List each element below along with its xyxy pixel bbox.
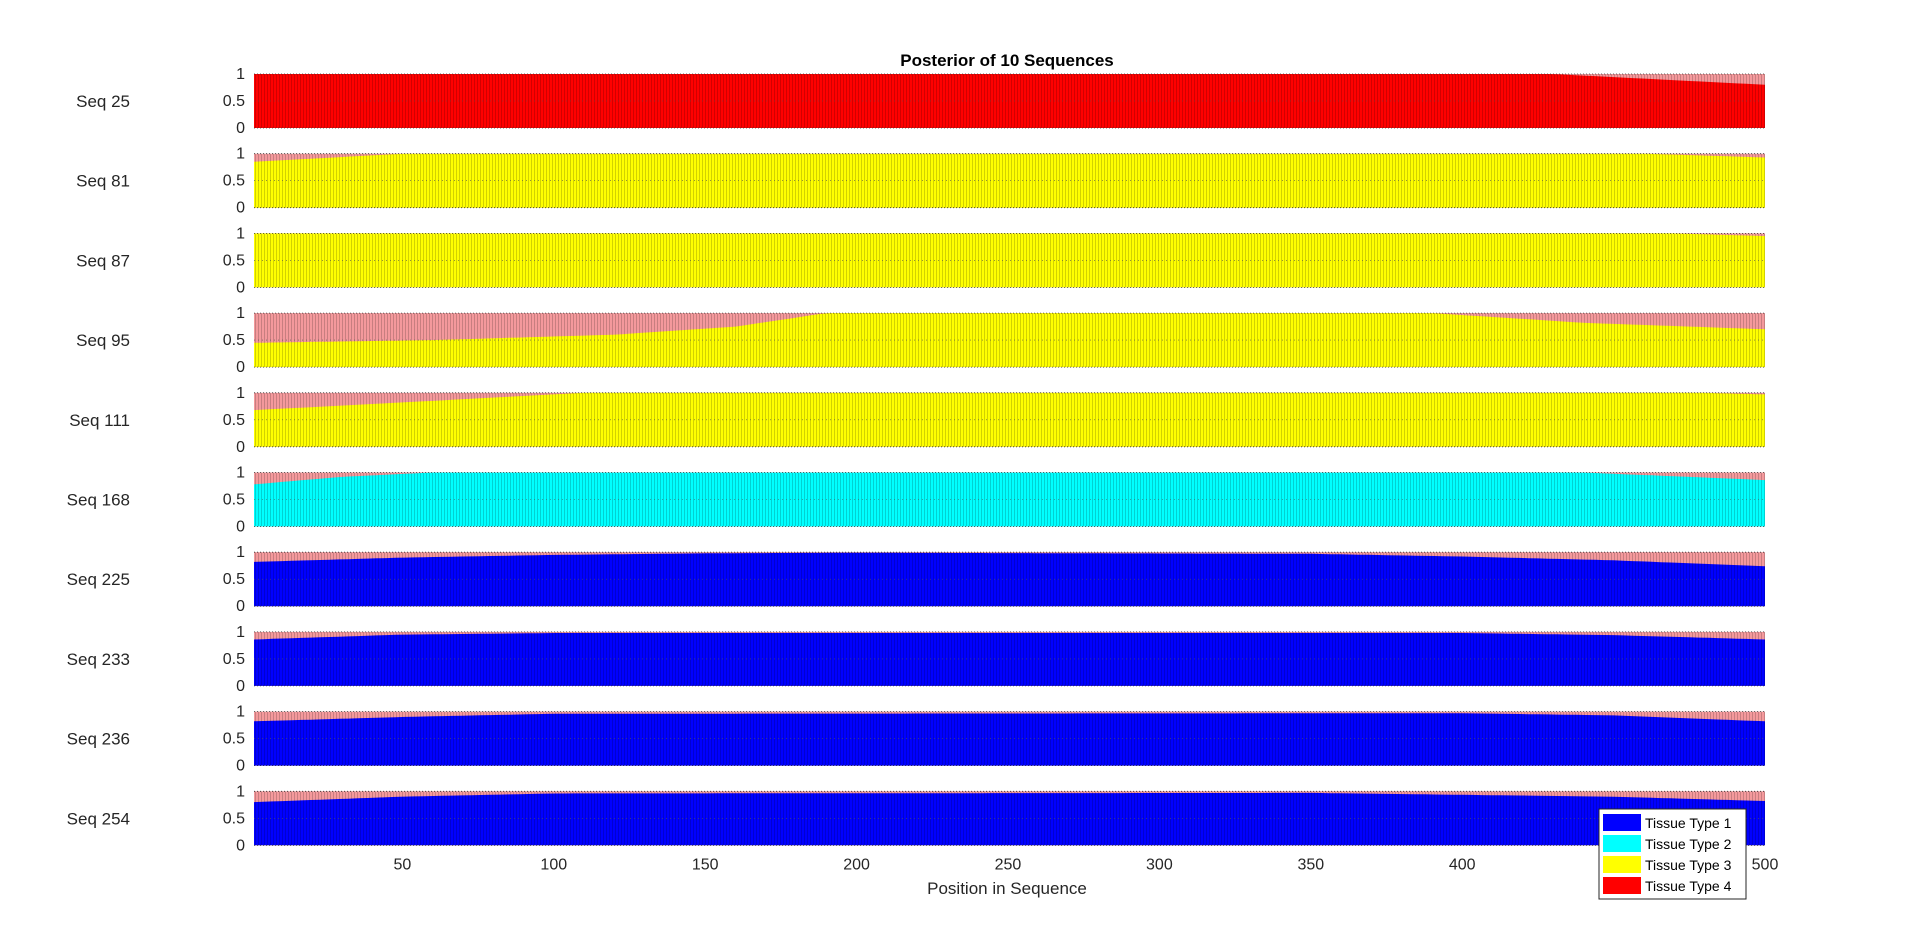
y-tick-label: 1 — [236, 146, 245, 163]
bar-stripes — [254, 313, 1765, 368]
legend-swatch — [1603, 856, 1641, 873]
sequence-label: Seq 168 — [67, 491, 130, 510]
sequence-label: Seq 95 — [76, 331, 130, 350]
y-tick-label: 1 — [236, 465, 245, 482]
y-tick-label: 1 — [236, 704, 245, 721]
y-tick-label: 0.5 — [223, 810, 245, 827]
legend-entry-label: Tissue Type 2 — [1645, 836, 1732, 852]
panel-seq-254: 0 0.5 1 Seq 254 — [67, 783, 1765, 854]
y-tick-label: 0.5 — [223, 332, 245, 349]
y-tick-label: 0.5 — [223, 93, 245, 110]
y-tick-label: 1 — [236, 624, 245, 641]
x-tick-label: 400 — [1449, 856, 1476, 873]
y-tick-label: 1 — [236, 783, 245, 800]
sequence-label: Seq 254 — [67, 809, 130, 828]
panel-seq-236: 0 0.5 1 Seq 236 — [67, 704, 1765, 775]
y-tick-label: 0 — [236, 758, 245, 775]
y-tick-label: 0 — [236, 519, 245, 536]
y-tick-label: 1 — [236, 225, 245, 242]
legend-entry-label: Tissue Type 1 — [1645, 815, 1732, 831]
legend: Tissue Type 1 Tissue Type 2 Tissue Type 3 T… — [1598, 808, 1747, 900]
bar-stripes — [254, 392, 1765, 447]
bar-stripes — [254, 552, 1765, 607]
x-tick-label: 200 — [843, 856, 870, 873]
x-tick-label: 100 — [540, 856, 567, 873]
x-tick-label: 50 — [393, 856, 411, 873]
y-tick-label: 0 — [236, 120, 245, 137]
y-tick-label: 1 — [236, 305, 245, 322]
chart-title: Posterior of 10 Sequences — [900, 51, 1114, 70]
panel-seq-87: 0 0.5 1 Seq 87 — [76, 225, 1765, 296]
panel-seq-95: 0 0.5 1 Seq 95 — [76, 305, 1765, 376]
y-tick-label: 0.5 — [223, 651, 245, 668]
y-tick-label: 0.5 — [223, 252, 245, 269]
legend-entry-label: Tissue Type 3 — [1645, 857, 1732, 873]
y-tick-label: 0 — [236, 837, 245, 854]
y-tick-label: 0.5 — [223, 412, 245, 429]
x-tick-label: 250 — [995, 856, 1022, 873]
sequence-label: Seq 25 — [76, 92, 130, 111]
legend-swatch — [1603, 877, 1641, 894]
y-tick-label: 0.5 — [223, 571, 245, 588]
panel-seq-81: 0 0.5 1 Seq 81 — [76, 146, 1765, 217]
y-tick-label: 1 — [236, 66, 245, 83]
bar-stripes — [254, 711, 1765, 766]
panel-seq-168: 0 0.5 1 Seq 168 — [67, 465, 1765, 536]
sequence-label: Seq 233 — [67, 650, 130, 669]
bar-stripes — [254, 631, 1765, 686]
sequence-label: Seq 111 — [69, 411, 130, 430]
bar-stripes — [254, 233, 1765, 288]
sequence-label: Seq 81 — [76, 172, 130, 191]
x-tick-label: 150 — [692, 856, 719, 873]
x-tick-label: 300 — [1146, 856, 1173, 873]
y-tick-label: 0.5 — [223, 492, 245, 509]
legend-swatch — [1603, 814, 1641, 831]
bar-stripes — [254, 791, 1765, 846]
y-tick-label: 1 — [236, 385, 245, 402]
bar-stripes — [254, 472, 1765, 527]
x-axis-label: Position in Sequence — [927, 879, 1087, 898]
sequence-label: Seq 236 — [67, 730, 130, 749]
y-tick-label: 0 — [236, 598, 245, 615]
sequence-label: Seq 87 — [76, 251, 130, 270]
bar-stripes — [254, 153, 1765, 208]
panels: 0 0.5 1 Seq 25 0 0.5 1 Seq 81 0 0.5 1 Seq 87 0 0.5 1 Se… — [67, 66, 1765, 854]
y-tick-label: 0.5 — [223, 173, 245, 190]
panel-seq-25: 0 0.5 1 Seq 25 — [76, 66, 1765, 137]
bar-stripes — [254, 74, 1765, 128]
legend-entry-label: Tissue Type 4 — [1645, 878, 1732, 894]
y-tick-label: 0 — [236, 439, 245, 456]
legend-swatch — [1603, 835, 1641, 852]
sequence-label: Seq 225 — [67, 570, 130, 589]
panel-seq-111: 0 0.5 1 Seq 111 — [69, 385, 1765, 456]
y-tick-label: 0 — [236, 200, 245, 217]
x-tick-label: 350 — [1297, 856, 1324, 873]
y-tick-label: 0 — [236, 279, 245, 296]
y-tick-label: 1 — [236, 544, 245, 561]
y-tick-label: 0.5 — [223, 731, 245, 748]
y-tick-label: 0 — [236, 678, 245, 695]
x-axis: 50 100 150 200 250 300 350 400 500 — [393, 856, 1778, 873]
x-tick-label: 500 — [1752, 856, 1779, 873]
y-tick-label: 0 — [236, 359, 245, 376]
panel-seq-225: 0 0.5 1 Seq 225 — [67, 544, 1765, 615]
panel-seq-233: 0 0.5 1 Seq 233 — [67, 624, 1765, 695]
